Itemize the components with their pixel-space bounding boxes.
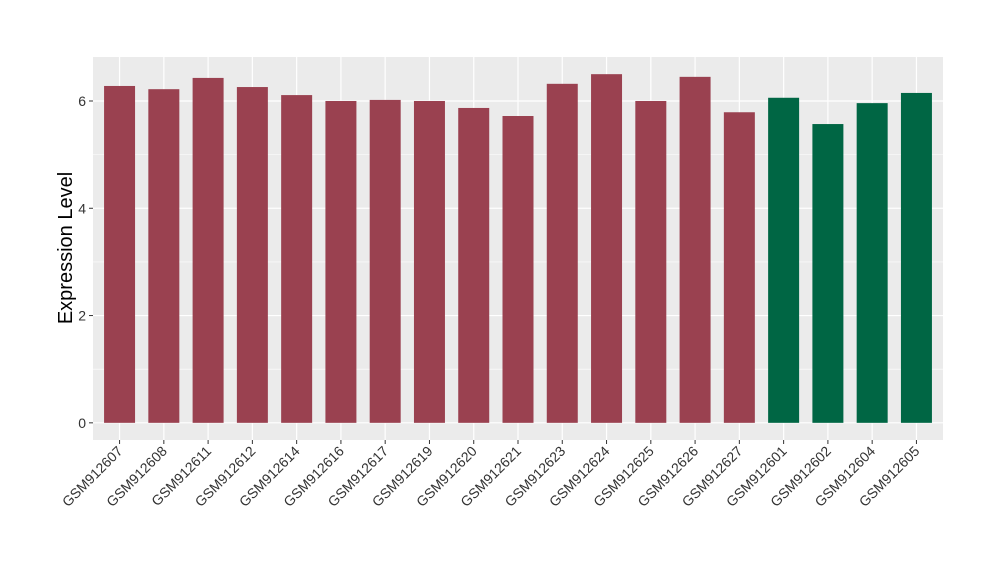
bar-GSM912614 [281, 95, 313, 423]
bar-GSM912625 [635, 100, 667, 423]
y-tick-label: 6 [78, 93, 86, 109]
bar-GSM912612 [236, 87, 268, 423]
bar-GSM912616 [325, 100, 357, 423]
bar-GSM912626 [679, 76, 711, 423]
y-tick-label: 2 [78, 308, 86, 324]
y-tick-label: 0 [78, 415, 86, 431]
y-tick-label: 4 [78, 200, 86, 216]
bar-GSM912617 [369, 99, 401, 423]
bar-GSM912604 [856, 103, 888, 423]
bar-GSM912627 [723, 112, 755, 423]
bar-GSM912605 [900, 92, 932, 423]
y-axis-label: Expression Level [55, 172, 77, 324]
bar-GSM912611 [192, 77, 224, 423]
bar-GSM912623 [546, 83, 578, 423]
bar-GSM912620 [458, 107, 490, 423]
bar-GSM912624 [591, 74, 623, 423]
bar-GSM912608 [148, 89, 180, 423]
bar-GSM912601 [768, 97, 800, 423]
bar-GSM912602 [812, 124, 844, 423]
bar-GSM912621 [502, 116, 534, 423]
bar-GSM912607 [104, 85, 136, 423]
bar-GSM912619 [413, 100, 445, 423]
